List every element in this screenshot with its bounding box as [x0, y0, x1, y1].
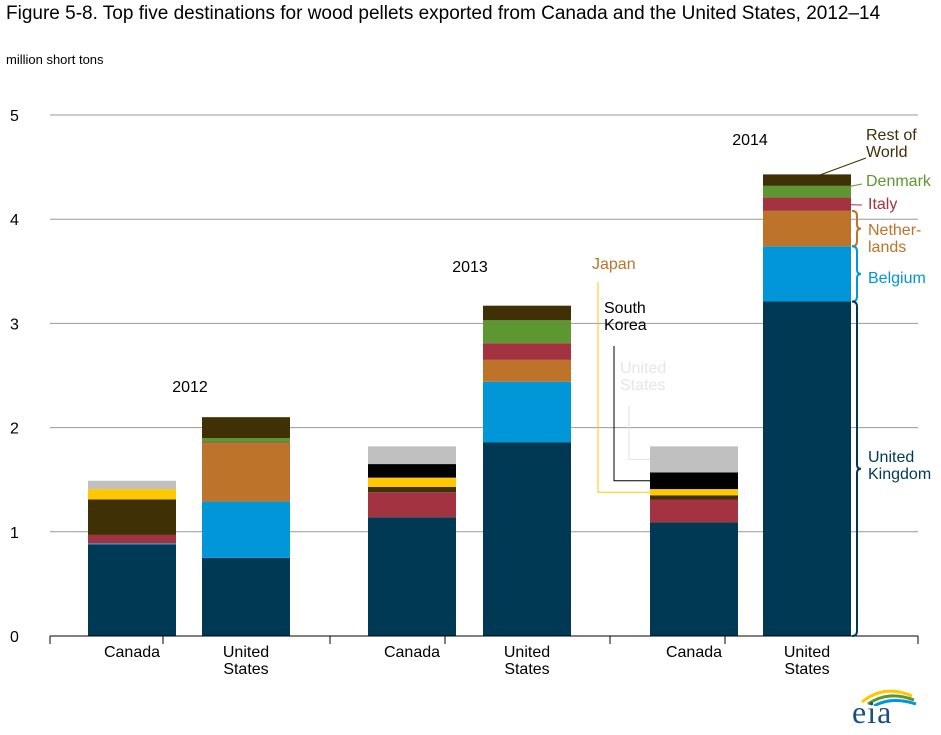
leader-line-japan [597, 282, 650, 493]
bar-segment-2012-canada-belgium [88, 543, 176, 545]
bar-segment-2014-canada-united-states [650, 446, 738, 473]
x-category-label: Canada [104, 644, 160, 661]
x-category-label: Canada [384, 644, 440, 661]
y-axis-units: million short tons [6, 52, 104, 67]
legend-label-south-korea: South [604, 300, 646, 317]
leader-line-united-states [628, 406, 650, 460]
brace-united-kingdom [851, 300, 862, 637]
eia-logo-text: eia [852, 694, 893, 730]
bar-segment-2013-canada-italy [368, 492, 456, 518]
legend-label-rest-of-world: World [866, 144, 908, 161]
y-tick-label: 0 [10, 629, 19, 646]
chart-title: Figure 5-8. Top five destinations for wo… [6, 3, 881, 24]
bar-segment-2013-canada-united-states [368, 446, 456, 465]
bar-segment-2013-canada-japan [368, 477, 456, 487]
x-category-label: States [784, 661, 829, 678]
eia-logo-swoosh-icon [861, 689, 917, 706]
legend-label-united-states: United [620, 360, 666, 377]
bar-segment-2012-canada-united-kingdom [88, 544, 176, 636]
brace-netherlands [851, 209, 862, 248]
y-tick-label: 1 [10, 525, 19, 542]
bar-segment-2014-canada-south-korea [650, 472, 738, 490]
bar-segment-2013-united-states-italy [483, 343, 571, 360]
bar-segment-2012-united-states-belgium [202, 501, 290, 558]
bar-segment-2013-canada-south-korea [368, 464, 456, 478]
bar-segment-2012-united-states-netherlands [202, 443, 290, 502]
bar-segment-2013-united-states-rest-of-world [483, 305, 571, 321]
bar-segment-2014-united-states-denmark [763, 185, 851, 198]
bar-segment-2013-united-states-belgium [483, 381, 571, 443]
x-category-label: United [784, 644, 830, 661]
x-category-label: States [223, 661, 268, 678]
leader-line-south-korea [613, 346, 650, 482]
bar-segment-2013-united-states-denmark [483, 320, 571, 344]
year-label: 2012 [172, 379, 208, 396]
bar-segment-2013-united-states-netherlands [483, 359, 571, 382]
bar-segment-2014-united-states-united-kingdom [763, 301, 851, 636]
year-label: 2013 [452, 259, 488, 276]
x-category-label: Canada [666, 644, 722, 661]
bar-segment-2012-united-states-denmark [202, 438, 290, 443]
legend-label-united-kingdom: Kingdom [868, 466, 931, 483]
legend-label-netherlands: lands [868, 239, 906, 256]
legend-label-italy: Italy [868, 196, 897, 213]
y-tick-label: 3 [10, 316, 19, 333]
legend-label-united-states: States [620, 377, 665, 394]
leader-line-rest-of-world [805, 157, 867, 181]
bar-segment-2012-united-states-rest-of-world [202, 417, 290, 439]
legend-label-rest-of-world: Rest of [866, 127, 917, 144]
y-tick-label: 5 [10, 108, 19, 125]
legend-label-south-korea: Korea [604, 317, 647, 334]
bar-segment-2012-canada-united-states [88, 480, 176, 490]
brace-belgium [851, 245, 862, 303]
bar-segment-2012-canada-italy [88, 534, 176, 544]
bar-segment-2014-united-states-netherlands [763, 210, 851, 247]
bar-segment-2014-canada-japan [650, 489, 738, 496]
eia-logo: eia [852, 686, 922, 730]
bar-segment-2014-canada-rest-of-world [650, 495, 738, 500]
bar-segment-2013-united-states-united-kingdom [483, 442, 571, 636]
bar-segment-2014-united-states-italy [763, 197, 851, 211]
bar-segment-2013-canada-rest-of-world [368, 486, 456, 493]
x-category-label: United [504, 644, 550, 661]
x-category-label: States [504, 661, 549, 678]
y-tick-labels: 0 1 2 3 4 5 [10, 108, 19, 646]
legend-label-belgium: Belgium [868, 270, 926, 287]
leader-line-italy [823, 203, 863, 206]
bars [88, 174, 851, 636]
bar-segment-2014-canada-united-kingdom [650, 522, 738, 636]
bar-segment-2012-united-states-united-kingdom [202, 557, 290, 636]
year-label: 2014 [732, 132, 768, 149]
bar-segment-2012-united-states-italy [202, 442, 290, 444]
legend-label-united-kingdom: United [868, 449, 914, 466]
leader-line-denmark [823, 183, 863, 193]
x-category-label: United [223, 644, 269, 661]
legend-label-netherlands: Nether- [868, 222, 921, 239]
bar-segment-2014-canada-italy [650, 499, 738, 523]
y-tick-label: 4 [10, 212, 19, 229]
bar-segment-2012-canada-rest-of-world [88, 499, 176, 535]
legend-label-denmark: Denmark [866, 173, 932, 190]
bar-segment-2013-canada-united-kingdom [368, 517, 456, 636]
bar-segment-2012-canada-japan [88, 489, 176, 500]
legend-label-japan: Japan [592, 256, 636, 273]
bar-segment-2014-united-states-belgium [763, 246, 851, 302]
y-tick-label: 2 [10, 421, 19, 438]
